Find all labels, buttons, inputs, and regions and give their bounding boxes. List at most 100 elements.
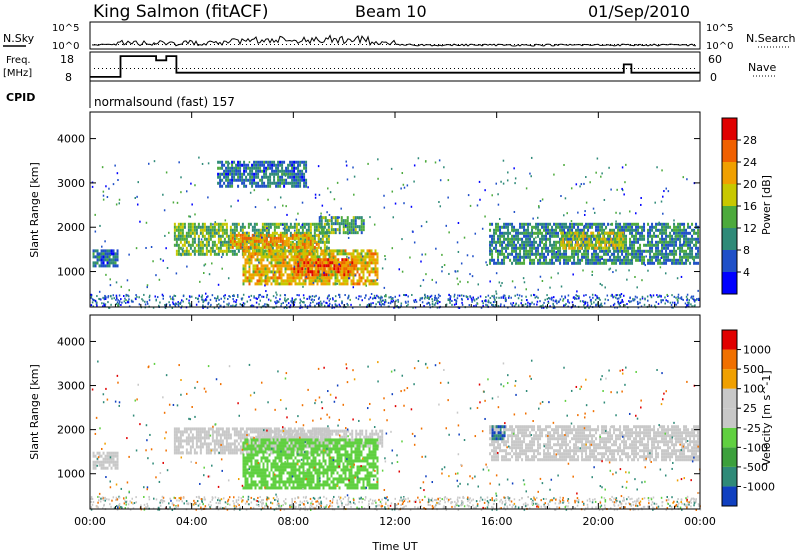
nsearch-dot [578,44,579,45]
nave-dot [210,68,211,69]
velocity-echo-region [92,451,119,470]
nave-dot [506,68,507,69]
nsearch-dot [514,44,515,45]
nave-dot [670,68,671,69]
nsearch-dot [458,44,459,45]
nsearch-dot [214,44,215,45]
nsearch-dot [590,44,591,45]
nsearch-label: N.Search [746,32,796,45]
velocity-echo-region [491,425,506,441]
velocity-echo-region [242,438,379,490]
colorbar-tick-label: -25 [743,422,761,435]
nsearch-dot [122,44,123,45]
nave-dot [318,68,319,69]
nsearch-dot [482,44,483,45]
nsearch-dot [262,44,263,45]
nave-dot [298,68,299,69]
nave-dot [230,68,231,69]
nave-dot [570,68,571,69]
nave-dot [310,68,311,69]
colorbar-segment [722,486,737,506]
nsearch-dot [218,44,219,45]
nave-dot [546,68,547,69]
nsearch-dot [94,44,95,45]
nave-dot [206,68,207,69]
nsearch-dot [346,44,347,45]
colorbar-segment [722,427,737,448]
nave-dot [162,68,163,69]
nsearch-dot [414,44,415,45]
nsearch-dot [314,44,315,45]
nave-dot [526,68,527,69]
nave-dot [138,68,139,69]
nave-dot [182,68,183,69]
nsearch-dot [326,44,327,45]
nsearch-dot [302,44,303,45]
nsearch-dot [318,44,319,45]
nave-dot [330,68,331,69]
nave-dot [682,68,683,69]
nsearch-dot [386,44,387,45]
nave-dot [354,68,355,69]
nsearch-dot [650,44,651,45]
nsearch-dot [182,44,183,45]
nave-dot [558,68,559,69]
nsearch-dot [502,44,503,45]
freq-tick-bottom: 8 [65,71,72,84]
nsearch-dot [98,44,99,45]
nsearch-dot [506,44,507,45]
nsearch-dot [638,44,639,45]
nsearch-dot [498,44,499,45]
nave-dot [218,68,219,69]
nave-dot [490,68,491,69]
nsearch-dot [170,44,171,45]
nave-dot [122,68,123,69]
nsearch-dot [630,44,631,45]
nsearch-dot [274,44,275,45]
nsearch-dot [362,44,363,45]
nave-dot [686,68,687,69]
nsearch-dot [202,44,203,45]
nave-dot [258,68,259,69]
nave-dot [246,68,247,69]
nave-dot [234,68,235,69]
nsearch-dot [166,44,167,45]
nave-dot [618,68,619,69]
nave-dot [166,68,167,69]
nave-dot [346,68,347,69]
nsearch-dot [162,44,163,45]
nave-dot [150,68,151,69]
nave-dot [402,68,403,69]
nsearch-dot [646,44,647,45]
beam-title: Beam 10 [355,2,427,21]
nsearch-dot [602,44,603,45]
nave-dot [118,68,119,69]
nave-dot [262,68,263,69]
nsearch-dot [190,44,191,45]
power-noise [90,156,700,309]
nave-dot [422,68,423,69]
nsearch-tick-bottom: 10^0 [706,41,733,52]
power-echo-region [318,216,365,235]
nsearch-dot [430,44,431,45]
nsearch-dot [474,44,475,45]
power-echo-region [293,258,358,277]
power-data [90,156,700,309]
colorbar-tick-label: -1000 [743,480,775,493]
date-title: 01/Sep/2010 [588,2,690,21]
nsky-trace [91,34,697,47]
nsearch-dot [334,44,335,45]
nsky-panel: N.Sky 10^5 10^0 10^5 10^0 N.Search [3,21,796,52]
nsearch-dot [678,44,679,45]
nave-dot [478,68,479,69]
cpid-value: normalsound (fast) 157 [94,95,235,109]
nave-dot [126,68,127,69]
freq-label-2: [MHz] [3,68,32,79]
colorbar-segment [722,349,737,370]
nave-dot [406,68,407,69]
y-tick-label: 3000 [57,177,85,190]
nsearch-dot [394,44,395,45]
nsearch-dot [682,44,683,45]
nave-dot [414,68,415,69]
nsearch-dot [418,44,419,45]
